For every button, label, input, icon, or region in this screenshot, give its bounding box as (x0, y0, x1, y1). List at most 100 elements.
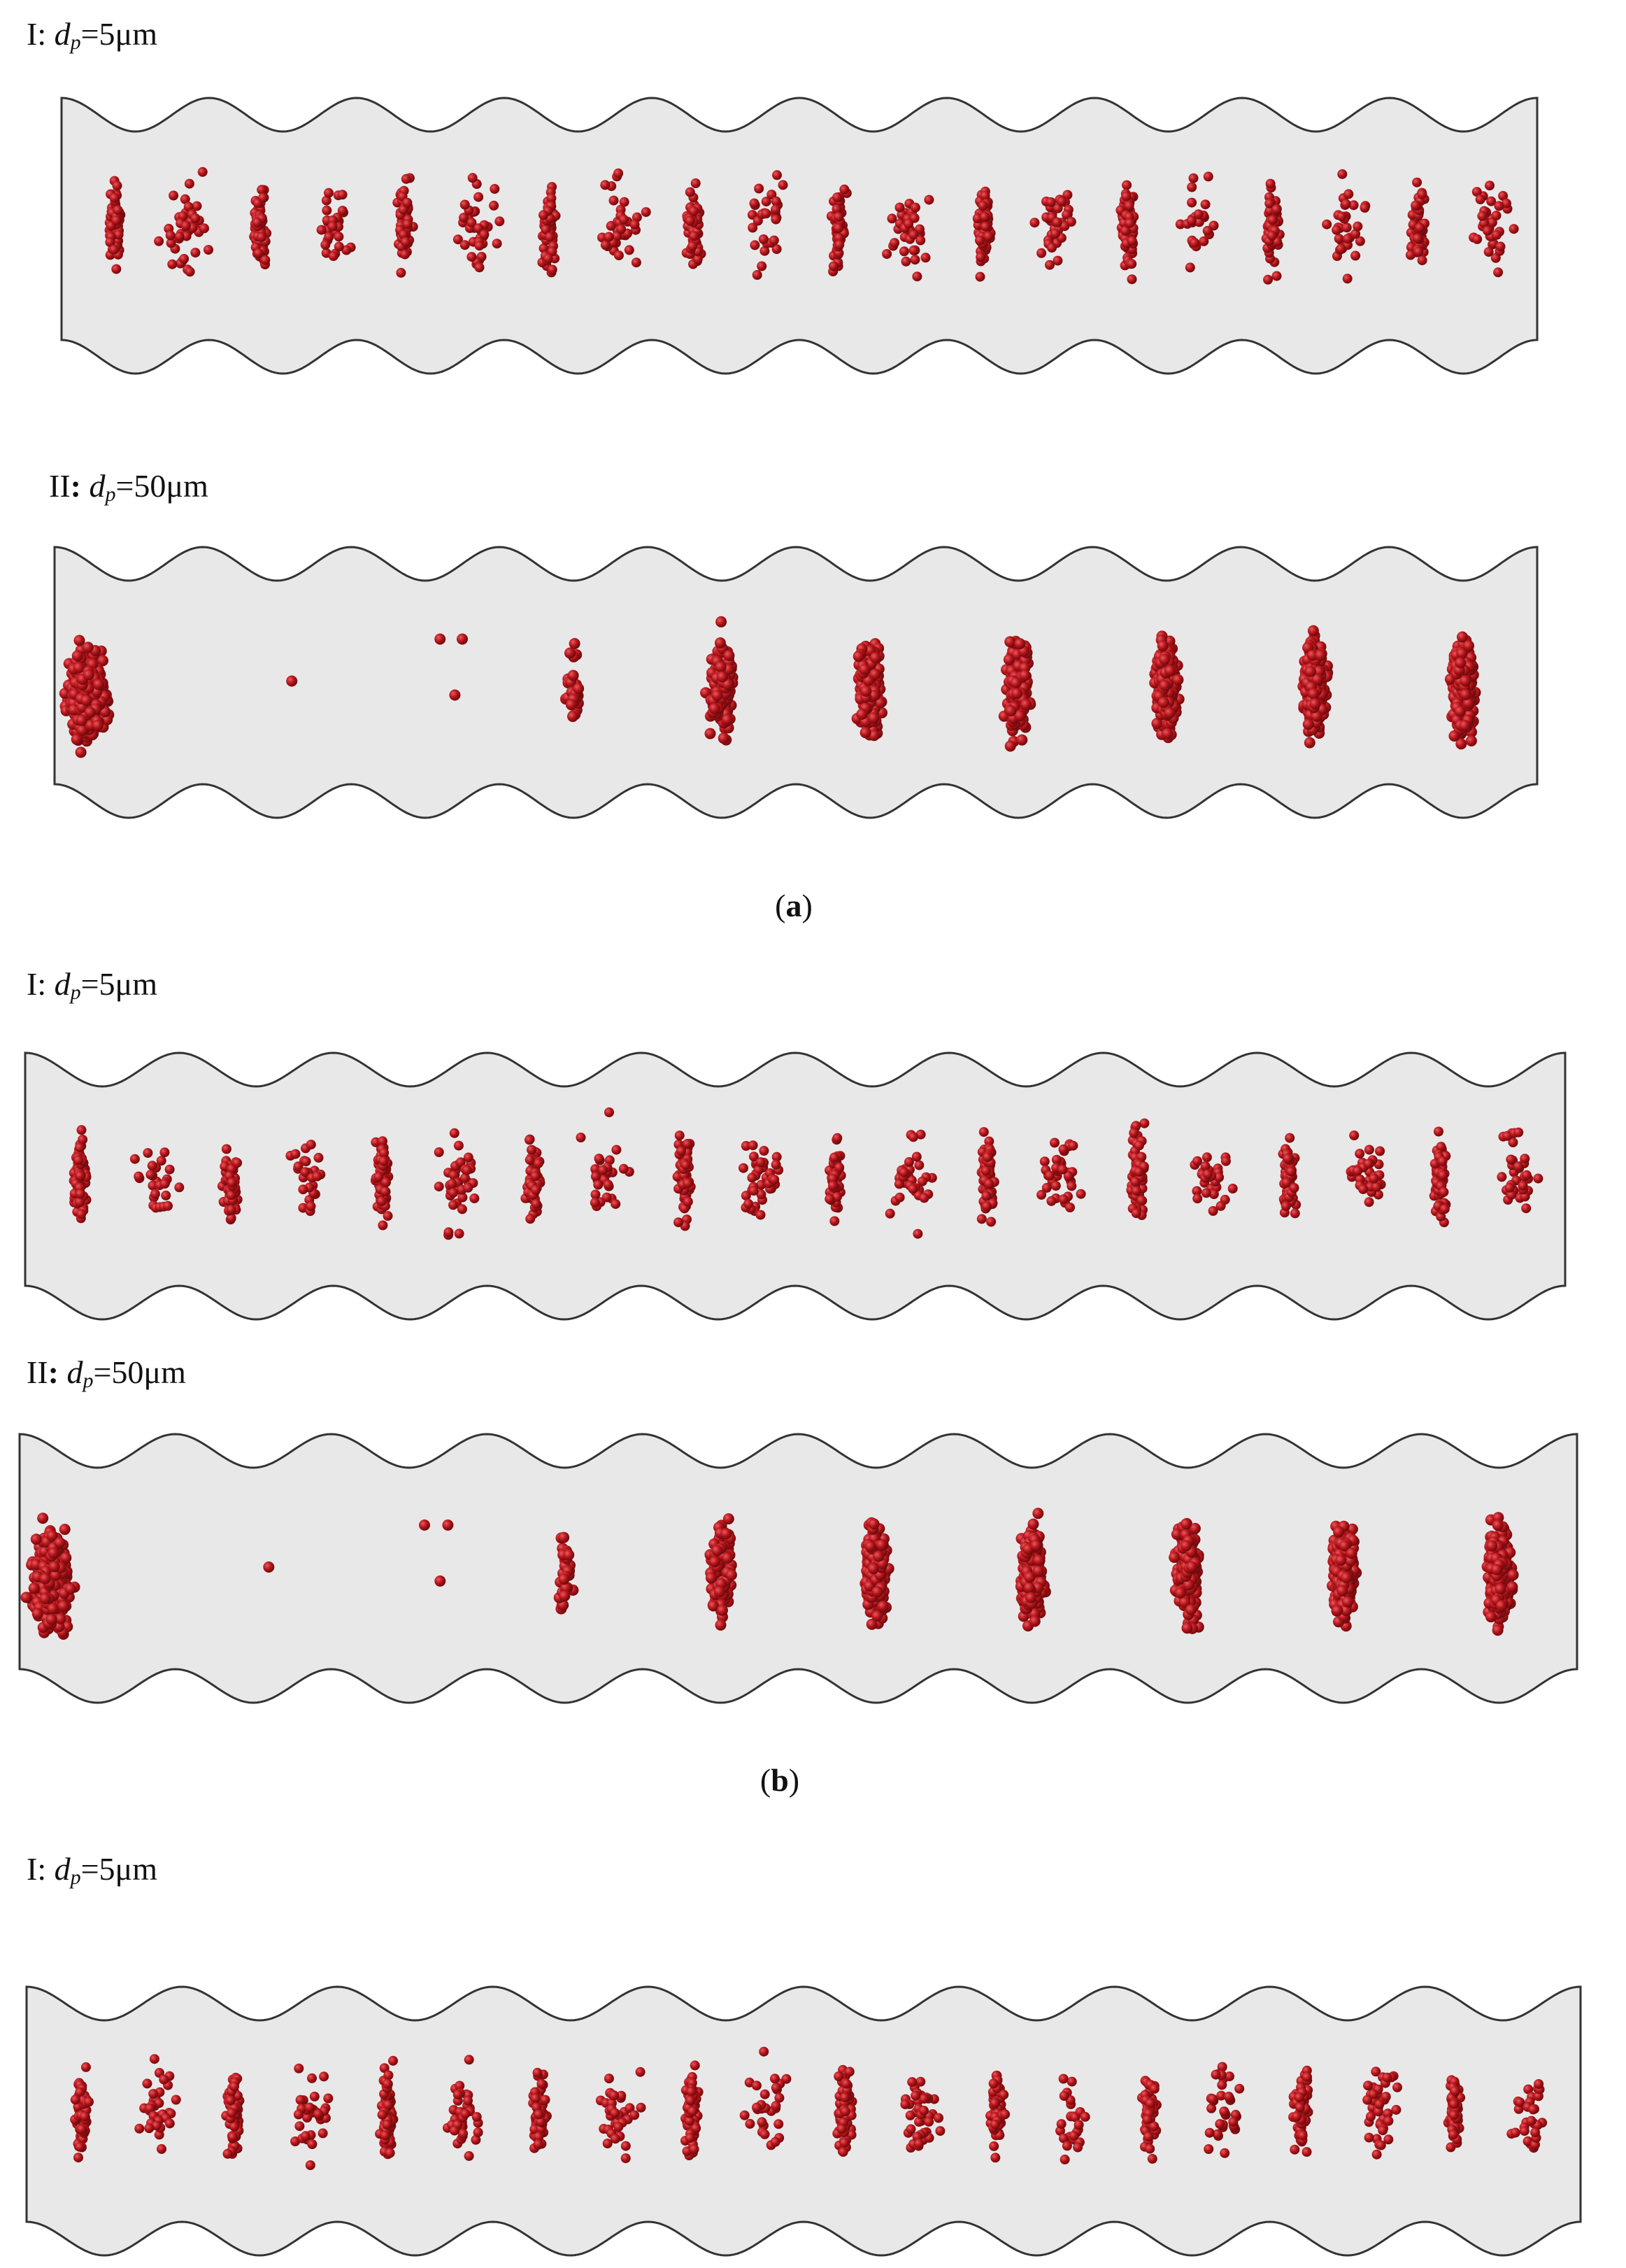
particle (84, 680, 96, 691)
particle (1160, 702, 1172, 714)
particle (865, 684, 877, 696)
particle (1302, 696, 1314, 708)
particle (867, 695, 879, 707)
particle (1302, 692, 1314, 704)
particle (82, 692, 94, 704)
particle (1413, 226, 1423, 236)
particle (78, 701, 90, 713)
particle (1076, 1189, 1086, 1199)
particle (34, 1604, 45, 1616)
particle (1308, 669, 1320, 681)
particle (600, 180, 611, 190)
particle (231, 1157, 241, 1168)
particle (1304, 682, 1315, 694)
particle (980, 1182, 991, 1193)
particle (894, 1173, 905, 1183)
particle (445, 1180, 455, 1191)
particle (983, 1165, 993, 1175)
particle (87, 683, 99, 695)
particle (92, 679, 104, 690)
particle (689, 231, 699, 241)
particle (523, 1187, 534, 1198)
particle (228, 1176, 238, 1186)
particle (83, 689, 95, 701)
particle (1164, 643, 1176, 655)
particle (81, 707, 93, 719)
particle (1371, 1182, 1381, 1192)
particle (80, 689, 92, 701)
particle (890, 1196, 901, 1206)
particle (1121, 210, 1132, 220)
particle (1448, 708, 1460, 720)
particle (832, 1174, 843, 1184)
particle (41, 1603, 52, 1615)
particle (69, 678, 81, 690)
particle (401, 234, 412, 243)
particle (1010, 704, 1022, 716)
particle (981, 1191, 992, 1201)
particle (904, 1164, 915, 1175)
particle (43, 1560, 55, 1571)
particle (1451, 693, 1463, 704)
particle (711, 694, 722, 706)
particle (1029, 218, 1040, 228)
particle (84, 683, 96, 695)
particle (87, 684, 99, 696)
particle (45, 1580, 57, 1592)
particle (78, 673, 90, 685)
particle (1312, 704, 1324, 716)
particle (528, 1180, 539, 1191)
particle (1412, 223, 1422, 234)
particle (50, 1587, 62, 1599)
particle (90, 672, 102, 684)
particle (1313, 665, 1325, 677)
particle (1435, 1157, 1446, 1168)
particle (1162, 688, 1174, 700)
particle (77, 694, 89, 706)
particle (1122, 225, 1132, 236)
particle (1134, 1172, 1145, 1183)
particle (976, 246, 986, 257)
particle (527, 1189, 537, 1198)
particle (620, 230, 631, 241)
particle (874, 697, 886, 709)
particle (50, 1582, 62, 1594)
particle (36, 1578, 48, 1589)
particle (1309, 703, 1321, 715)
particle (78, 719, 90, 731)
particle (78, 673, 90, 685)
particle (832, 1152, 843, 1163)
particle (1459, 669, 1471, 681)
particle (41, 1566, 52, 1578)
particle (89, 706, 101, 718)
particle (1348, 200, 1359, 211)
particle (984, 1154, 994, 1165)
particle (1462, 707, 1474, 719)
particle (864, 720, 876, 732)
particle (372, 1201, 383, 1212)
particle (41, 1547, 53, 1559)
particle (1374, 1170, 1385, 1180)
particle (74, 713, 86, 725)
particle (78, 681, 90, 693)
particle (1450, 686, 1462, 697)
particle (1016, 734, 1028, 746)
particle (1151, 690, 1163, 702)
particle (861, 676, 873, 688)
particle (80, 684, 92, 696)
particle (679, 1181, 690, 1191)
particle (110, 209, 121, 220)
particle (1160, 683, 1172, 695)
particle (1431, 1175, 1441, 1186)
particle (48, 1552, 59, 1564)
particle (1452, 706, 1464, 718)
particle (83, 665, 94, 677)
particle (42, 1585, 54, 1596)
particle (466, 252, 477, 262)
particle (93, 716, 105, 728)
particle (345, 242, 356, 253)
particle (832, 229, 843, 240)
particle (1436, 1181, 1446, 1191)
particle (984, 1147, 994, 1157)
particle (1011, 718, 1022, 730)
